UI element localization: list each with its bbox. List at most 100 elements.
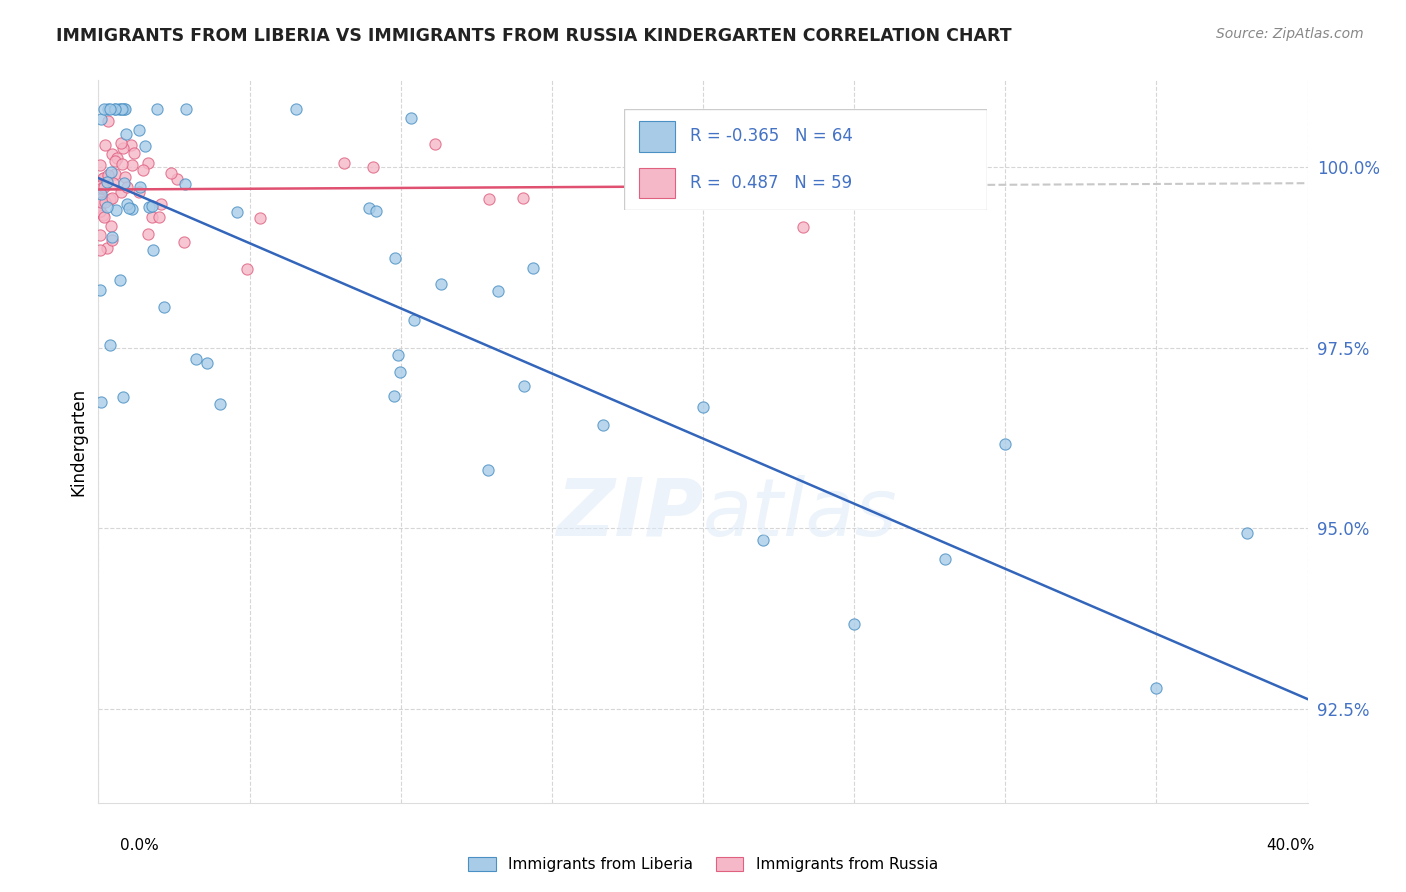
Point [96, 175, 118, 189]
Point [98, 102, 121, 116]
Point [225, 205, 247, 219]
Point [90, 112, 112, 126]
Point [142, 243, 165, 257]
Point [115, 128, 138, 142]
Point [101, 233, 124, 247]
Point [994, 437, 1017, 451]
Point [146, 102, 169, 116]
Text: Source: ZipAtlas.com: Source: ZipAtlas.com [1216, 27, 1364, 41]
Point [111, 140, 134, 154]
Point [93, 170, 115, 185]
Point [108, 102, 131, 116]
Point [512, 191, 534, 205]
Point [235, 262, 257, 277]
Point [844, 617, 866, 632]
Point [89, 243, 111, 257]
Point [98, 338, 121, 352]
Point [104, 102, 127, 116]
Point [91, 181, 114, 195]
Point [114, 170, 136, 185]
Point [91, 208, 114, 222]
Point [110, 273, 132, 287]
Point [128, 186, 150, 200]
Point [111, 102, 134, 116]
Y-axis label: Kindergarten: Kindergarten [69, 387, 87, 496]
Point [149, 196, 172, 211]
Point [118, 201, 141, 215]
Point [121, 138, 143, 153]
Point [423, 137, 446, 152]
Point [110, 185, 132, 199]
Point [174, 177, 197, 191]
Point [104, 167, 127, 181]
Point [89, 158, 111, 172]
Point [399, 111, 422, 125]
Point [387, 348, 409, 362]
Point [112, 176, 135, 190]
Point [110, 136, 132, 151]
Point [104, 102, 127, 116]
Point [382, 389, 405, 403]
Point [141, 199, 163, 213]
Point [124, 146, 146, 161]
Text: ZIP: ZIP [555, 475, 703, 553]
Point [121, 202, 143, 216]
Point [141, 210, 163, 224]
Point [173, 235, 195, 249]
Point [934, 551, 956, 566]
Point [110, 157, 132, 171]
Point [792, 220, 814, 235]
Point [128, 179, 150, 194]
Point [89, 204, 111, 219]
Point [1146, 681, 1168, 696]
Point [97, 102, 120, 116]
Point [97, 168, 120, 182]
Point [96, 200, 118, 214]
Point [478, 192, 501, 206]
Point [134, 139, 156, 153]
Point [98, 192, 121, 206]
Point [1281, 810, 1303, 824]
Point [1236, 526, 1258, 541]
Point [486, 284, 509, 298]
Point [89, 228, 111, 243]
Point [89, 185, 111, 199]
Point [333, 155, 356, 169]
Text: 40.0%: 40.0% [1267, 838, 1315, 854]
Point [132, 163, 155, 178]
Point [136, 156, 159, 170]
Point [148, 210, 170, 224]
Point [402, 313, 425, 327]
Point [93, 102, 115, 116]
Point [364, 203, 387, 218]
Point [91, 170, 114, 185]
Point [101, 176, 124, 190]
Point [89, 178, 111, 193]
Point [115, 180, 138, 194]
Point [388, 365, 411, 379]
Point [97, 113, 120, 128]
Point [89, 192, 111, 206]
Point [429, 277, 451, 291]
Point [184, 351, 207, 366]
Point [105, 152, 128, 166]
Point [208, 397, 231, 411]
Point [101, 229, 124, 244]
Point [100, 165, 122, 179]
Point [160, 166, 183, 180]
Point [93, 211, 115, 225]
Point [101, 146, 124, 161]
Point [90, 187, 112, 202]
Point [89, 204, 111, 219]
Legend: Immigrants from Liberia, Immigrants from Russia: Immigrants from Liberia, Immigrants from… [461, 849, 945, 880]
Point [93, 180, 115, 194]
Point [752, 533, 775, 547]
Point [789, 169, 811, 183]
Point [136, 227, 159, 242]
Point [90, 194, 112, 209]
Point [153, 301, 176, 315]
Point [166, 172, 188, 186]
Point [692, 400, 714, 414]
Point [284, 102, 307, 116]
Point [384, 251, 406, 265]
